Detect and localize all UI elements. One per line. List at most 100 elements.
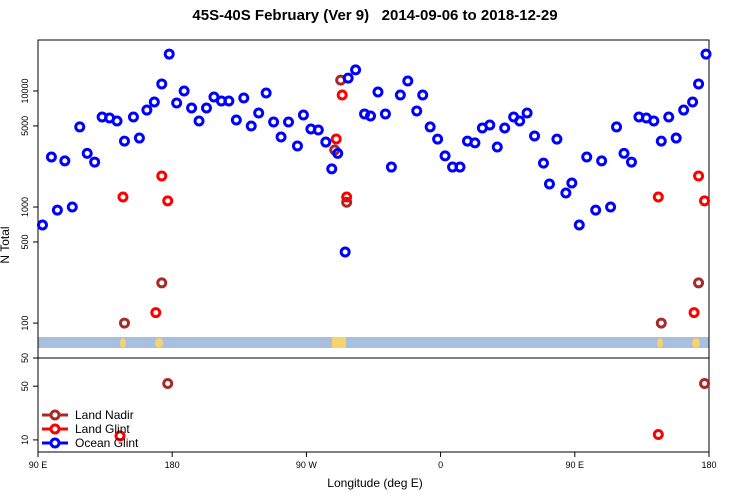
data-point [688,307,700,319]
data-point [625,156,637,168]
data-point [537,157,549,169]
data-point [66,201,78,213]
data-point [336,89,348,101]
data-point [687,96,699,108]
data-point [193,115,205,127]
data-point [342,72,354,84]
data-point [51,204,63,216]
data-point [148,96,160,108]
data-point [581,151,593,163]
data-point [521,107,533,119]
data-point [372,86,384,98]
data-point [365,110,377,122]
legend-marker [49,423,61,435]
data-point [162,378,174,390]
data-point [693,277,705,289]
data-point [590,204,602,216]
data-point [326,163,338,175]
data-point [341,196,353,208]
data-point [605,201,617,213]
x-axis-label: Longitude (deg E) [327,476,422,490]
x-tick-label: 90 E [29,460,48,470]
legend-marker [49,437,61,449]
data-point [693,78,705,90]
data-point [297,109,309,121]
data-point [700,48,712,60]
data-point [596,155,608,167]
data-point [529,130,541,142]
data-point [648,115,660,127]
data-point [156,277,168,289]
data-point [332,147,344,159]
y-tick-label: 50 [20,353,30,363]
data-point [350,64,362,76]
data-point [411,105,423,117]
data-point [439,150,451,162]
data-point [59,155,71,167]
data-point [178,85,190,97]
data-point [385,161,397,173]
data-point [156,78,168,90]
data-point [693,170,705,182]
data-point [283,116,295,128]
data-point [655,317,667,329]
data-point [339,246,351,258]
data-point [253,107,265,119]
data-point [484,119,496,131]
data-point [111,115,123,127]
data-point [127,111,139,123]
data-point [268,116,280,128]
data-point [573,219,585,231]
y-tick-label: 10 [20,435,30,445]
legend-label: Land Nadir [75,408,134,422]
data-point [291,140,303,152]
data-point [699,195,711,207]
data-point [163,48,175,60]
data-point [417,89,429,101]
data-point [171,97,183,109]
data-point [560,187,572,199]
chart-title: 45S-40S February (Ver 9) 2014-09-06 to 2… [192,7,557,24]
data-point [238,92,250,104]
data-point [652,191,664,203]
data-point [141,104,153,116]
data-point [320,136,332,148]
data-point [655,135,667,147]
data-point [275,131,287,143]
data-point [74,121,86,133]
data-point [402,75,414,87]
x-tick-label: 180 [701,460,716,470]
x-tick-label: 90 E [566,460,585,470]
data-point [200,102,212,114]
data-point [566,177,578,189]
surface-band [38,337,709,348]
data-point [424,121,436,133]
data-point [454,161,466,173]
data-point [699,378,711,390]
y-axis-label: N Total [0,226,12,263]
data-point [341,191,353,203]
data-point [330,133,342,145]
data-point [551,133,563,145]
data-point [118,317,130,329]
y-tick-label: 50 [20,381,30,391]
data-point [432,133,444,145]
lower-plot-frame [37,357,710,453]
data-point [499,122,511,134]
y-tick-label: 500 [20,234,30,249]
data-point [133,132,145,144]
legend-label: Land Glint [75,422,130,436]
data-point [45,151,57,163]
data-point [223,95,235,107]
data-point [379,108,391,120]
data-point [156,170,168,182]
data-point [652,429,664,441]
x-tick-label: 90 W [296,460,318,470]
y-tick-label: 10000 [20,78,30,103]
x-tick-label: 0 [438,460,443,470]
y-tick-label: 100 [20,316,30,331]
data-point [81,147,93,159]
data-point [89,156,101,168]
y-tick-label: 1000 [20,197,30,217]
